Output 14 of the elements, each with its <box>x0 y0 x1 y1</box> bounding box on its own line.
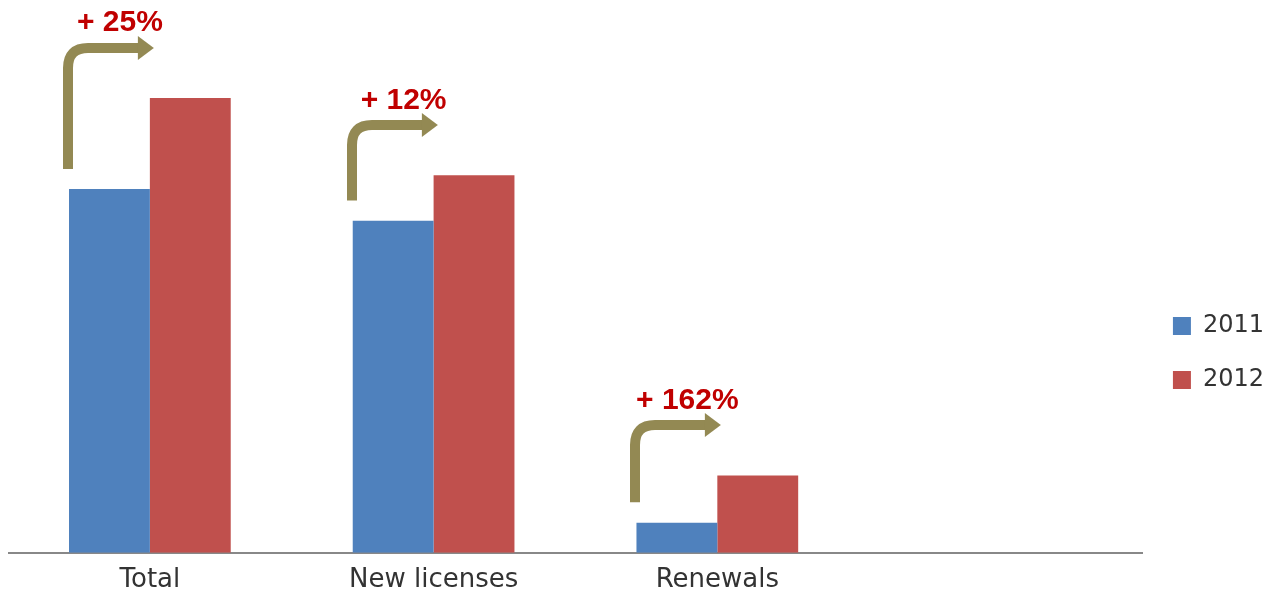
text: + 25% <box>76 4 163 38</box>
legend-label: 2012 <box>1202 364 1264 393</box>
x-tick-label: Total <box>118 563 181 594</box>
x-tick-label: New licenses <box>348 563 519 594</box>
bar <box>352 220 434 553</box>
bar <box>149 98 231 553</box>
bar <box>433 175 515 553</box>
annotation: + 162% <box>636 381 739 415</box>
bar <box>69 188 150 553</box>
annotation: + 12% <box>360 81 447 115</box>
bar <box>717 475 799 553</box>
x-tick-label: Renewals <box>655 563 779 594</box>
legend-label: 2011 <box>1202 310 1264 339</box>
bar <box>636 522 718 553</box>
